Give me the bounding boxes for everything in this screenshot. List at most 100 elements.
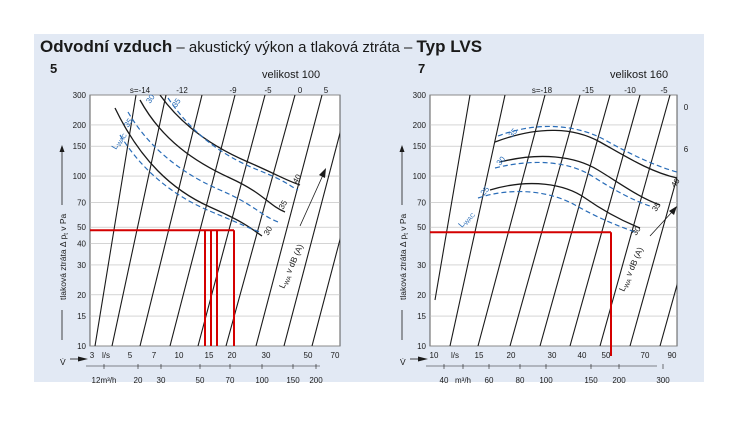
right-lwac-curve-30: [494, 161, 651, 207]
left-ytick-100: 100: [73, 172, 87, 181]
left-system-curve-7: [283, 130, 340, 346]
left-xtick-m3h-150: 150: [286, 376, 300, 385]
left-lwac-curve-30: [127, 111, 279, 223]
left-system-curve-4: [197, 95, 266, 346]
right-xtick-m3h-100: 100: [539, 376, 553, 385]
left-system-curve-1: [111, 95, 167, 346]
right-ytick-300: 300: [413, 91, 427, 100]
right-ytick-15: 15: [417, 312, 426, 321]
left-lwac-curve-35a: [167, 97, 299, 191]
left-xtick-ls-70: 70: [331, 351, 340, 360]
right-lwa-curve-30: [489, 182, 641, 229]
right-system-curve-7: [629, 175, 677, 346]
right-lwa-curve-35: [499, 155, 661, 206]
left-xtick-m3h-70: 70: [226, 376, 235, 385]
right-s-label-1: -15: [582, 86, 594, 95]
left-ytick-10: 10: [77, 342, 86, 351]
left-xtick-ls-50: 50: [304, 351, 313, 360]
right-ytick-50: 50: [417, 223, 426, 232]
left-xtick-m3h-100: 100: [255, 376, 269, 385]
right-xtick-m3h-60: 60: [485, 376, 494, 385]
left-xtick-ls-30: 30: [262, 351, 271, 360]
right-v-label: V̇: [400, 357, 406, 367]
right-xtick-ls-ls: l/s: [451, 351, 459, 360]
left-ytick-20: 20: [77, 291, 86, 300]
right-ytick-100: 100: [413, 172, 427, 181]
right-xtick-m3h-mh: m³/h: [455, 376, 471, 385]
left-v-label: V̇: [60, 357, 66, 367]
left-system-curve-6: [255, 95, 323, 346]
left-xtick-m3h-200: 200: [309, 376, 323, 385]
left-ytick-40: 40: [77, 240, 86, 249]
right-xtick-m3h-150: 150: [584, 376, 598, 385]
right-system-curve-3: [509, 95, 581, 346]
left-system-curve-3: [169, 95, 236, 346]
right-lwa-curve-40: [494, 129, 677, 179]
right-xtick-ls-20: 20: [507, 351, 516, 360]
right-s-label-2: -10: [624, 86, 636, 95]
right-s-label-0: s=-18: [532, 86, 553, 95]
right-xtick-ls-90: 90: [668, 351, 677, 360]
right-xtick-ls-10: 10: [430, 351, 439, 360]
right-xtick-ls-15: 15: [475, 351, 484, 360]
right-system-curve-2: [477, 95, 546, 346]
left-system-curve-2: [139, 95, 203, 346]
left-ytick-200: 200: [73, 121, 87, 130]
right-s-label-3: -5: [660, 86, 668, 95]
right-xtick-ls-50: 50: [602, 351, 611, 360]
title-type: Typ LVS: [416, 37, 483, 56]
right-ytick-20: 20: [417, 291, 426, 300]
left-system-curve-8: [311, 237, 340, 346]
left-s-label-2: -9: [229, 86, 237, 95]
left-lwa-arrowhead: [319, 168, 326, 178]
left-y-axis-label: tlaková ztráta Δ pt v Pa: [58, 213, 70, 300]
left-s-label-4: 0: [298, 86, 303, 95]
right-xtick-ls-70: 70: [641, 351, 650, 360]
left-size-label: velikost 100: [262, 69, 320, 81]
right-xtick-m3h-200: 200: [612, 376, 626, 385]
right-edge-label-1: 6: [684, 145, 689, 154]
right-system-curve-5: [569, 95, 641, 346]
title-middle: akustický výkon a tlaková ztráta: [188, 39, 400, 56]
right-size-label: velikost 160: [610, 69, 668, 81]
right-xtick-m3h-80: 80: [516, 376, 525, 385]
right-lwa-arrow-shaft: [649, 211, 673, 237]
right-v-arrowhead: [418, 356, 428, 362]
left-system-curve-5: [225, 95, 296, 346]
right-edge-label-0: 0: [684, 103, 689, 112]
right-ytick-150: 150: [413, 142, 427, 151]
left-lwa-curve-40: [159, 95, 301, 186]
right-system-curve-4: [539, 95, 611, 346]
left-xtick-m3h-20: 20: [134, 376, 143, 385]
left-s-label-1: -12: [176, 86, 188, 95]
right-xtick-m3h-40: 40: [440, 376, 449, 385]
title-main: Odvodní vzduch: [40, 37, 173, 56]
right-xtick-ls-30: 30: [548, 351, 557, 360]
left-s-label-3: -5: [264, 86, 272, 95]
title-dash-1: –: [172, 39, 189, 56]
right-chart-number: 7: [418, 61, 425, 76]
left-xtick-m3h-30: 30: [157, 376, 166, 385]
right-ytick-200: 200: [413, 121, 427, 130]
left-ytick-30: 30: [77, 261, 86, 270]
left-ytick-70: 70: [77, 198, 86, 207]
left-xtick-ls-10: 10: [175, 351, 184, 360]
left-lwa-arrow-shaft: [299, 174, 324, 227]
left-system-curve-0: [94, 95, 137, 346]
left-xtick-ls-ls: l/s: [102, 351, 110, 360]
right-system-curve-1: [449, 95, 506, 346]
left-lwa-curve-35: [139, 99, 286, 213]
right-system-curve-0: [434, 95, 471, 301]
left-y-arrowhead: [59, 145, 65, 152]
right-ytick-10: 10: [417, 342, 426, 351]
right-plot-area: [429, 94, 678, 347]
left-xtick-ls-7: 7: [152, 351, 157, 360]
right-y-axis-label: tlaková ztráta Δ pt v Pa: [398, 213, 410, 300]
right-xtick-m3h-300: 300: [656, 376, 670, 385]
right-lwac-curve-25: [477, 190, 636, 233]
left-s-label-0: s=-14: [130, 86, 151, 95]
left-ytick-300: 300: [73, 91, 87, 100]
right-lwa-arrowhead: [669, 206, 677, 215]
